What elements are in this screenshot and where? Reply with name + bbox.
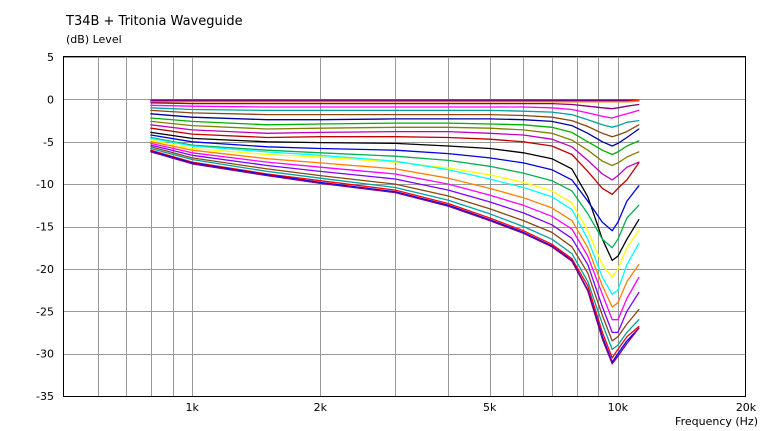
y-tick-label: -10	[36, 178, 54, 191]
x-tick-labels: 1k 2k 5k 10k 20k	[185, 401, 756, 414]
x-tick-label: 1k	[185, 401, 199, 414]
y-tick-label: -20	[36, 263, 54, 276]
x-tick-label: 2k	[314, 401, 328, 414]
series-line-14	[150, 134, 640, 232]
y-tick-label: -35	[36, 390, 54, 403]
y-tick-label: -5	[43, 136, 54, 149]
series-line-24	[150, 150, 640, 363]
plot-frame	[63, 56, 746, 397]
series-line-22	[150, 147, 640, 351]
series-line-6	[150, 107, 640, 128]
series-line-11	[150, 124, 640, 181]
series-line-19	[150, 142, 640, 321]
series-line-2	[150, 99, 640, 102]
y-tick-label: 0	[47, 93, 54, 106]
y-tick-labels: 5 0 -5 -10 -15 -20 -25 -30 -35	[36, 51, 54, 403]
series-line-12	[150, 127, 640, 195]
y-tick-label: -15	[36, 221, 54, 234]
x-axis-label: Frequency (Hz)	[675, 415, 758, 428]
x-tick-label: 10k	[608, 401, 629, 414]
series-line-9	[150, 117, 640, 156]
y-tick-label: 5	[47, 51, 54, 64]
series-line-4	[150, 102, 640, 110]
chart-title: T34B + Tritonia Waveguide	[65, 14, 243, 29]
series-line-16	[150, 139, 640, 279]
y-tick-label: -30	[36, 348, 54, 361]
x-tick-label: 5k	[483, 401, 497, 414]
series-line-7	[150, 109, 640, 138]
series-line-21	[150, 146, 640, 342]
y-tick-label: -25	[36, 305, 54, 318]
series-line-20	[150, 144, 640, 334]
x-tick-label: 20k	[736, 401, 757, 414]
series-line-17	[150, 137, 640, 295]
series-line-8	[150, 113, 640, 147]
series-line-13	[150, 131, 640, 262]
y-axis-label: (dB) Level	[66, 33, 122, 46]
series-line-15	[150, 136, 640, 249]
series-line-3	[150, 100, 640, 103]
series-line-23	[150, 149, 640, 359]
data-series	[150, 99, 640, 365]
series-line-25	[150, 151, 640, 365]
series-line-18	[150, 141, 640, 308]
series-line-5	[150, 104, 640, 119]
series-line-10	[150, 120, 640, 167]
